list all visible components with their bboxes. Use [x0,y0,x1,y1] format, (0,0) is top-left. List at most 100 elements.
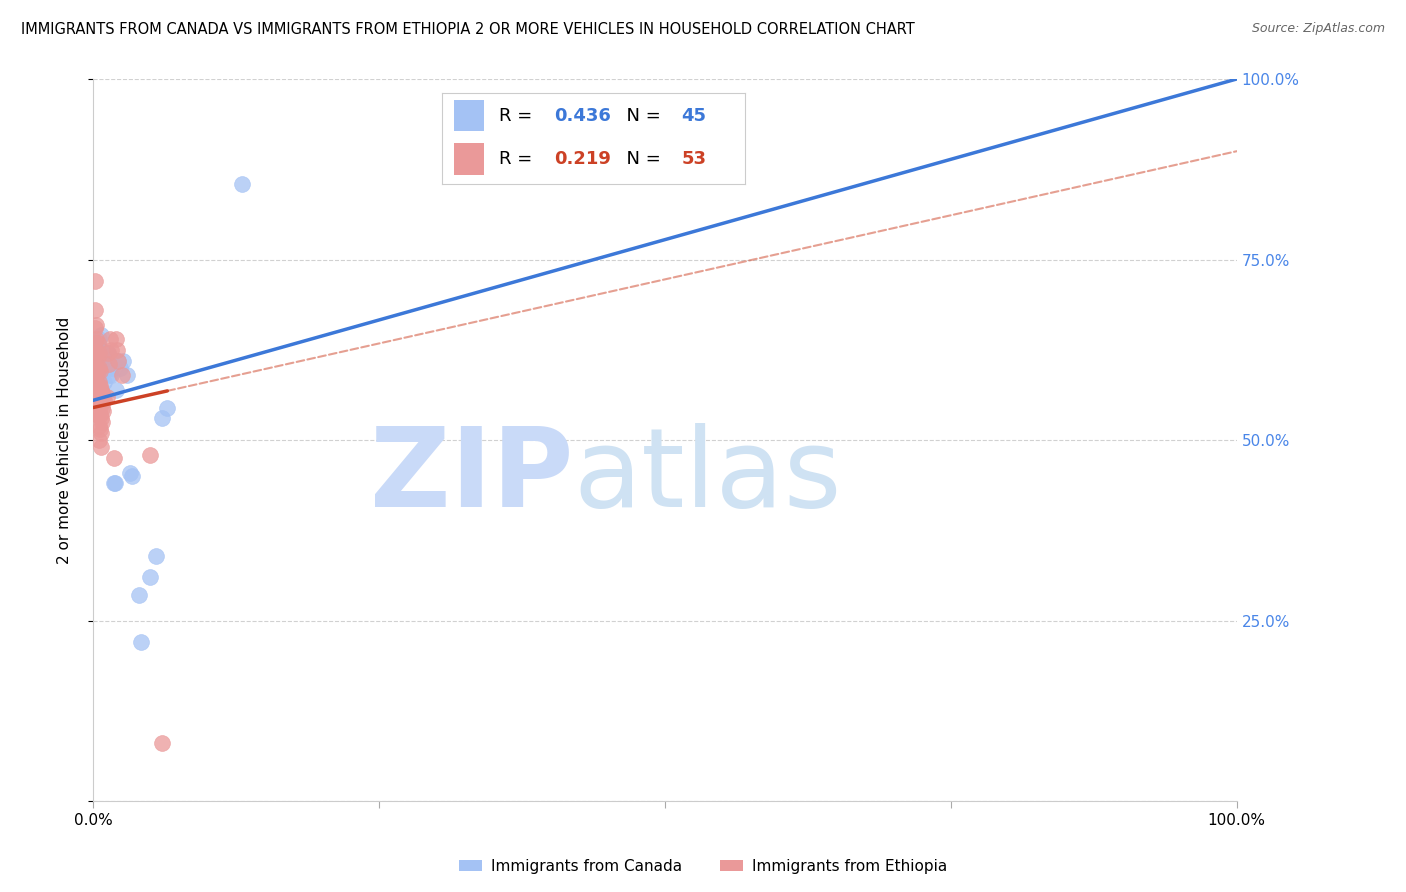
Text: IMMIGRANTS FROM CANADA VS IMMIGRANTS FROM ETHIOPIA 2 OR MORE VEHICLES IN HOUSEHO: IMMIGRANTS FROM CANADA VS IMMIGRANTS FRO… [21,22,915,37]
Point [231,177,253,191]
Point [139,448,162,462]
Point [97,346,120,360]
Point [86,390,108,404]
Point [87,372,110,386]
Point [87,332,110,346]
Point [121,469,143,483]
Point [117,368,139,382]
Point [104,332,127,346]
Point [91,357,114,371]
Legend: Immigrants from Canada, Immigrants from Ethiopia: Immigrants from Canada, Immigrants from … [453,853,953,880]
Point [128,588,150,602]
Point [86,346,108,360]
Point [98,332,121,346]
Point [94,350,117,364]
Point [89,353,111,368]
Point [93,393,115,408]
Point [86,364,108,378]
Point [84,274,107,288]
Text: atlas: atlas [574,423,842,530]
Point [86,346,108,360]
Point [89,343,111,357]
Point [87,350,110,364]
Point [89,360,111,375]
Point [86,335,108,350]
Point [118,466,141,480]
Point [91,360,114,375]
Point [86,360,108,375]
Point [100,343,122,357]
Point [98,357,121,371]
Point [90,383,112,397]
Point [91,386,114,401]
Point [84,350,107,364]
Point [87,433,110,447]
Point [89,368,111,382]
Point [90,411,112,425]
Point [86,332,108,346]
Point [107,353,129,368]
Point [150,736,173,750]
Point [84,303,107,318]
Point [84,364,107,378]
Point [91,401,114,415]
Point [84,364,107,378]
Point [86,353,108,368]
Point [91,404,114,418]
Point [90,397,112,411]
Point [110,360,132,375]
Point [156,401,179,415]
Point [91,350,114,364]
Point [97,346,120,360]
Point [87,376,110,390]
Point [87,346,110,360]
Point [86,393,108,408]
Point [150,411,173,425]
Point [89,422,111,436]
Point [87,360,110,375]
Point [90,328,112,343]
Point [87,357,110,371]
Point [105,343,128,357]
Point [86,372,108,386]
Point [107,353,129,368]
Point [103,476,125,491]
Point [100,368,122,382]
Point [91,415,114,429]
Point [103,451,125,466]
Point [101,360,124,375]
Point [145,549,167,563]
Y-axis label: 2 or more Vehicles in Household: 2 or more Vehicles in Household [58,317,72,564]
Point [96,390,118,404]
Point [91,390,114,404]
Text: ZIP: ZIP [370,423,574,530]
Point [91,346,114,360]
Point [90,425,112,440]
Point [86,408,108,422]
Point [86,376,108,390]
Point [84,335,107,350]
Point [84,321,107,335]
Point [89,379,111,393]
Point [89,408,111,422]
Point [93,376,115,390]
Point [89,393,111,408]
Point [90,353,112,368]
Point [90,440,112,454]
Point [98,353,121,368]
Point [104,383,127,397]
Point [87,364,110,378]
Point [87,418,110,433]
Point [87,404,110,418]
Point [104,476,127,491]
Point [86,379,108,393]
Point [89,364,111,378]
Point [139,570,162,584]
Point [90,343,112,357]
Point [86,350,108,364]
Point [96,360,118,375]
Point [86,318,108,332]
Point [86,360,108,375]
Point [111,353,134,368]
Point [129,635,152,649]
